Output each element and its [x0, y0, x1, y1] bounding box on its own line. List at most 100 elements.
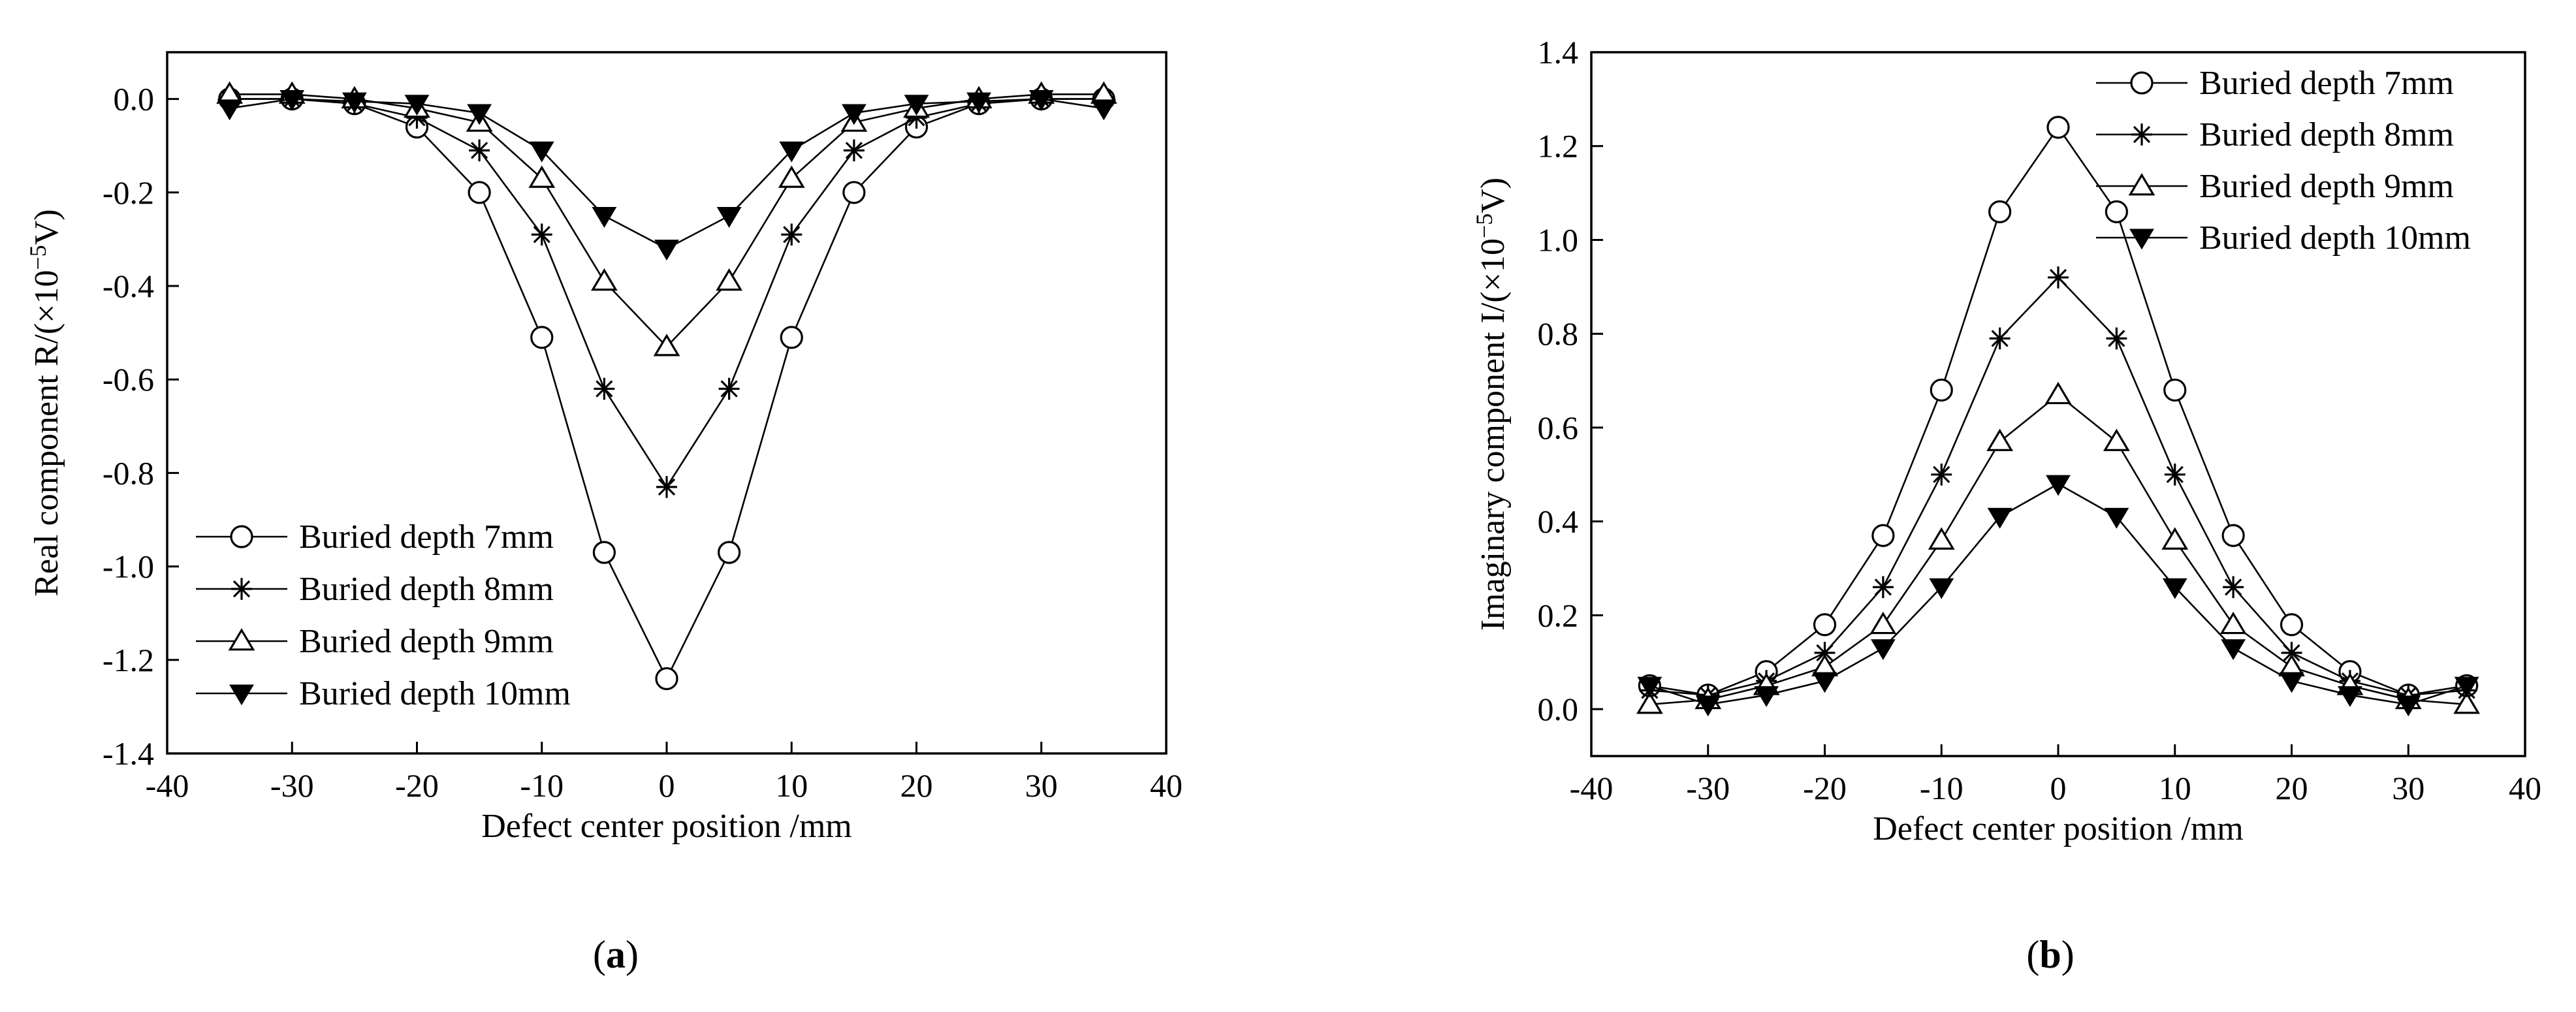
series-2-point-7	[656, 476, 677, 498]
panel-caption-close: )	[626, 933, 639, 976]
series-1-point-9	[780, 326, 803, 349]
series-3	[216, 81, 1117, 356]
series-2-point-4	[1872, 576, 1894, 599]
series-2-point-10	[2223, 576, 2244, 599]
x-tick-label-m20: -20	[1803, 770, 1847, 806]
y-tick-label-0: 0.0	[1538, 691, 1579, 727]
chart-panel-a: -40 -30 -20 -10 0 10 20 30 40 0.0 -0.2 -0.4 -0.6 -0.8…	[25, 51, 1183, 976]
series-1-point-9	[2163, 378, 2187, 402]
legend-label-2: Buried depth 8mm	[2199, 116, 2454, 153]
series-3-point-7	[2044, 381, 2072, 405]
series-4-point-8	[716, 207, 742, 228]
series-3-point-5	[1928, 527, 1955, 550]
series-2-point-8	[718, 377, 740, 400]
series-3-point-9	[2161, 527, 2189, 550]
series-3-point-7	[653, 334, 680, 356]
series-1-point-6	[592, 541, 616, 564]
series-2-point-5	[1931, 464, 1952, 486]
x-tick-label-20: 20	[900, 767, 933, 804]
series-3-point-14	[2453, 691, 2481, 714]
x-tick-label-0: 0	[659, 767, 675, 804]
x-tick-label-m20: -20	[395, 767, 439, 804]
series-4-point-2	[1754, 686, 1779, 707]
series-1-point-7	[655, 667, 678, 691]
series-3-point-6	[1986, 428, 2014, 451]
x-tick-label-m30: -30	[270, 767, 314, 804]
y-tick-label-m1p4: -1.4	[103, 735, 154, 772]
series-3-point-0	[1636, 691, 1663, 714]
legend-marker-1	[230, 525, 253, 548]
series-4-point-12	[2337, 686, 2362, 707]
y-tick-label-0p2: 0.2	[1538, 597, 1579, 633]
y-axis-title-exponent: −5	[1471, 213, 1497, 238]
series-4-point-6	[1987, 507, 2012, 529]
series-4-point-5	[1929, 578, 1954, 599]
series-2-point-9	[2164, 464, 2186, 486]
x-tick-label-10: 10	[2159, 770, 2191, 806]
series-4-point-7	[2046, 475, 2071, 496]
series-3-point-9	[778, 165, 805, 188]
series-3-point-8	[716, 268, 743, 291]
series-3-line	[229, 93, 1104, 348]
series-4-point-8	[2104, 507, 2129, 529]
series-4-point-3	[404, 95, 430, 116]
series-2-point-6	[594, 377, 615, 400]
y-tick-label-0p6: 0.6	[1538, 409, 1579, 446]
series-1-point-8	[2105, 200, 2128, 223]
series-4-point-1	[1695, 695, 1721, 717]
series-4-point-11	[904, 95, 929, 116]
series-4-point-9	[2162, 578, 2187, 599]
y-tick-label-m1: -1.0	[103, 548, 154, 585]
series-2-line	[229, 98, 1104, 489]
y-axis-title-unit: V)	[1474, 178, 1512, 213]
legend-label-4: Buried depth 10mm	[2199, 219, 2471, 257]
legend-label-1: Buried depth 7mm	[299, 518, 554, 556]
series-4-point-14	[2454, 676, 2479, 698]
series-1-point-10	[2221, 524, 2245, 547]
series-1-line	[1649, 125, 2467, 696]
x-tick-label-10: 10	[775, 767, 808, 804]
series-1-point-3	[1813, 613, 1837, 637]
series-3-point-4	[1869, 611, 1897, 635]
panel-caption-open: (	[2026, 933, 2039, 976]
y-axis-title: Imaginary component I/(×10−5V)	[1471, 178, 1512, 631]
series-2-point-7	[2048, 266, 2069, 289]
legend-label-2: Buried depth 8mm	[299, 571, 554, 608]
series-3-point-8	[2103, 428, 2130, 451]
series-1-point-11	[2280, 613, 2304, 637]
x-tick-label-m30: -30	[1686, 770, 1730, 806]
series-2-point-6	[1989, 327, 2011, 350]
y-tick-label-0p8: 0.8	[1538, 315, 1579, 352]
legend-marker-3	[228, 628, 255, 651]
legend-marker-1	[2130, 71, 2154, 95]
series-2-point-5	[531, 223, 552, 246]
series-1-point-6	[1988, 200, 2012, 223]
legend-label-1: Buried depth 7mm	[2199, 65, 2454, 102]
y-tick-label-m1p2: -1.2	[103, 642, 154, 678]
series-4-point-4	[467, 104, 492, 125]
series-2-point-4	[469, 139, 490, 162]
y-tick-label-m0p6: -0.6	[103, 361, 154, 398]
series-4-point-12	[966, 92, 992, 114]
legend-marker-4	[229, 684, 254, 706]
series-4	[1637, 475, 2479, 717]
series-3-point-5	[528, 165, 556, 188]
series-4-point-10	[841, 104, 867, 125]
series-1-point-5	[1930, 378, 1953, 402]
x-tick-label-m10: -10	[1920, 770, 1964, 806]
legend-marker-2	[231, 578, 252, 600]
series-1	[1638, 116, 2479, 707]
series-4-point-0	[1637, 676, 1662, 698]
series-2-point-9	[781, 223, 803, 246]
y-axis-title-main: Imaginary component I/(×10	[1474, 238, 1512, 631]
x-tick-label-40: 40	[1150, 767, 1183, 804]
y-axis-title-main: Real component R/(×10	[28, 270, 65, 597]
x-tick-label-m10: -10	[520, 767, 564, 804]
series-4-point-4	[1870, 639, 1896, 660]
panel-caption: (a)	[593, 933, 639, 976]
y-axis-title: Real component R/(×10−5V)	[25, 209, 65, 596]
x-tick-label-30: 30	[1025, 767, 1058, 804]
series-2	[219, 87, 1115, 498]
series-1-point-5	[530, 326, 554, 349]
y-tick-label-m0p8: -0.8	[103, 454, 154, 491]
